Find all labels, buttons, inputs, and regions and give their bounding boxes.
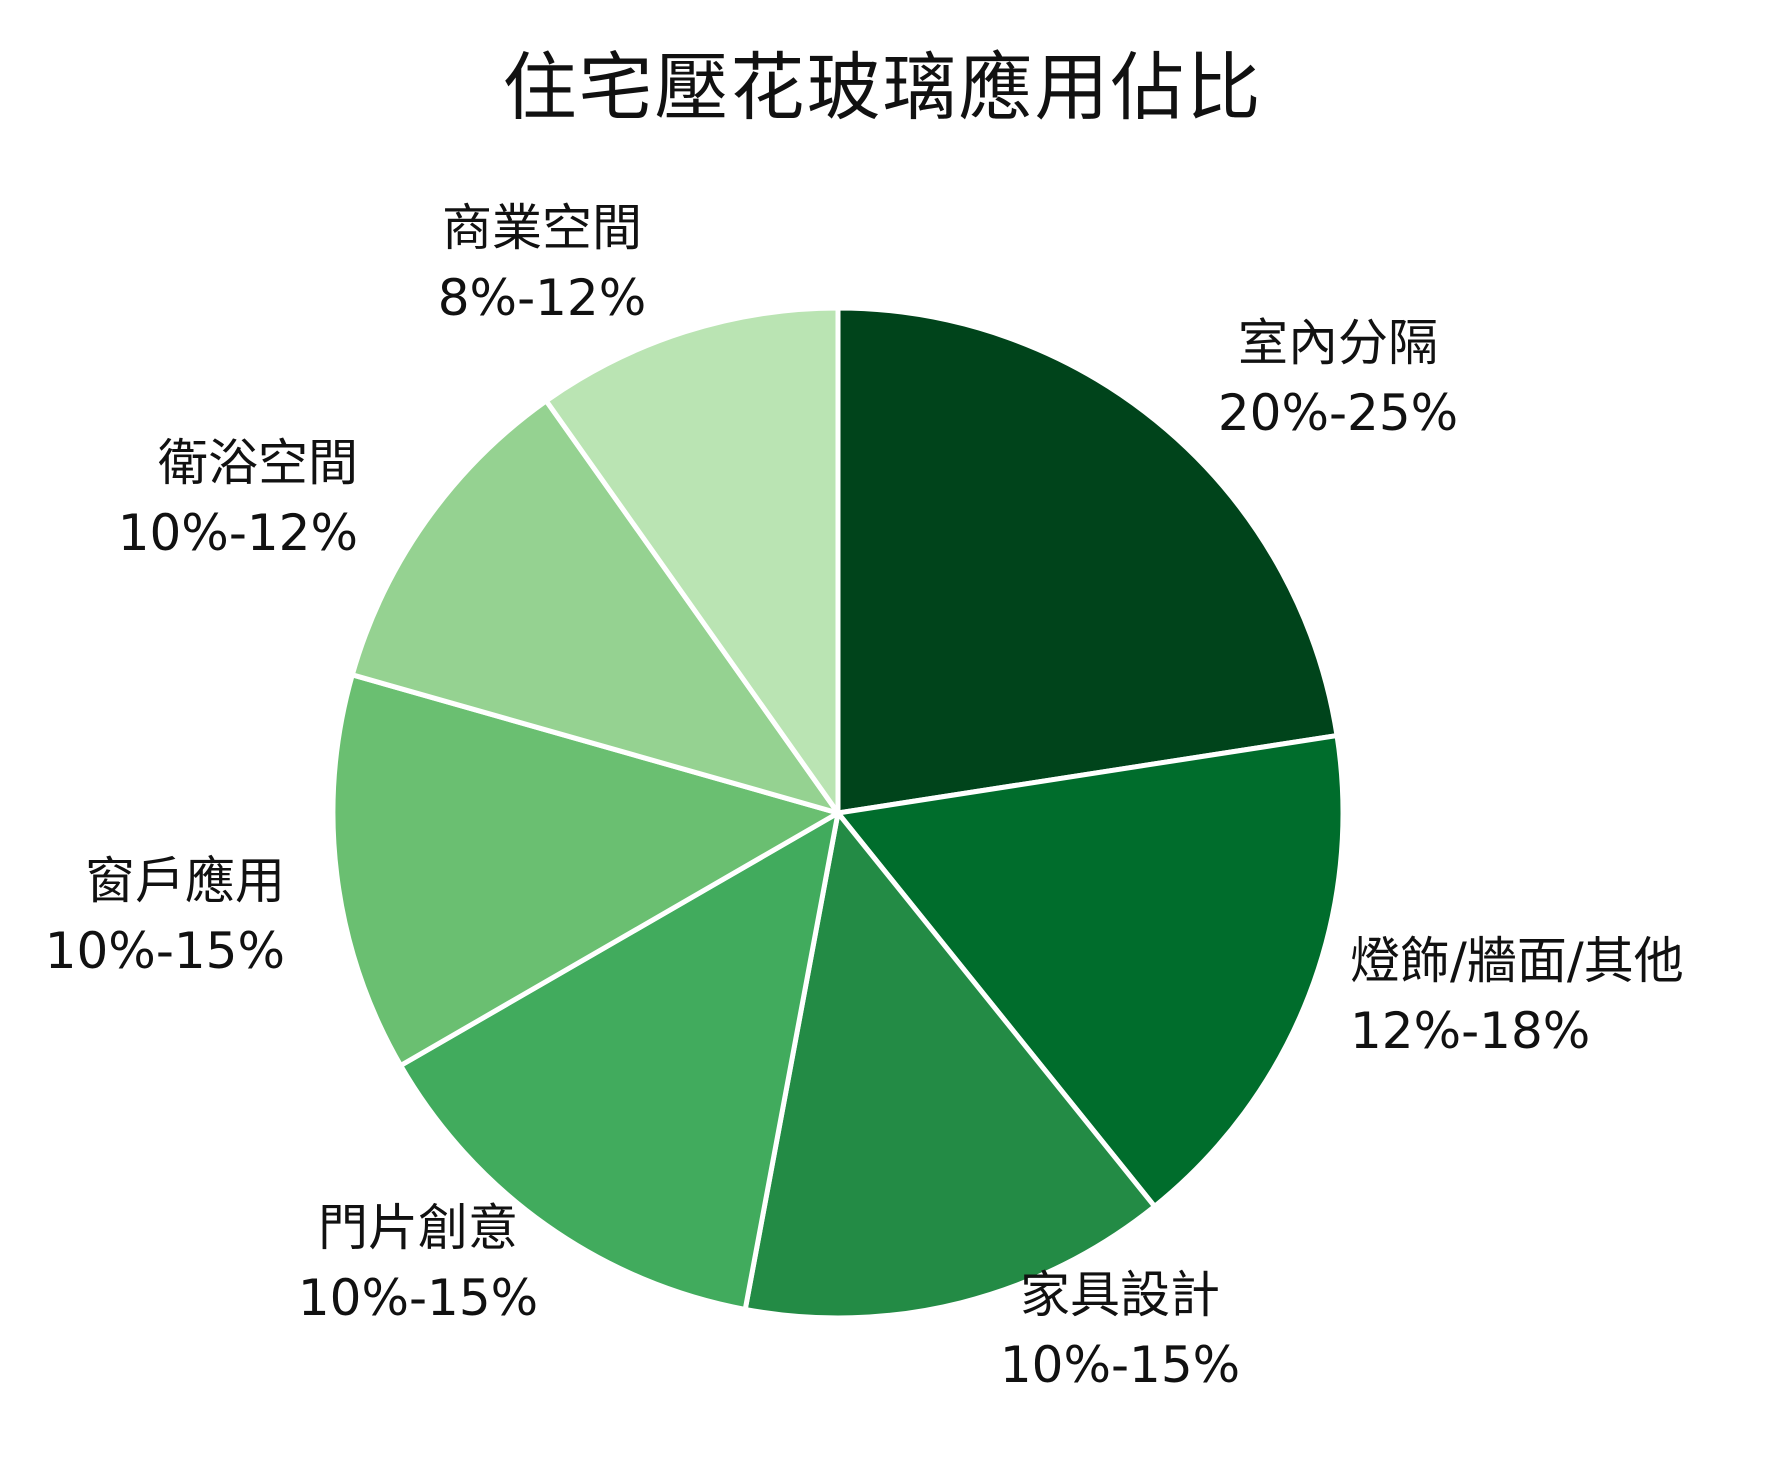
slice-name-label: 燈飾/牆面/其他 <box>1350 932 1684 990</box>
pie-slice <box>835 305 1340 816</box>
slice-name-label: 門片創意 <box>318 1199 518 1257</box>
slice-range-label: 10%-15% <box>1000 1336 1240 1394</box>
slice-name-label: 家具設計 <box>1020 1266 1220 1324</box>
slice-name-label: 商業空間 <box>442 199 642 257</box>
slice-range-label: 10%-12% <box>118 504 358 562</box>
pie-slice <box>742 810 1158 1321</box>
pie-slice <box>349 398 841 816</box>
chart-title: 住宅壓花玻璃應用佔比 <box>502 45 1263 131</box>
slice-range-label: 20%-25% <box>1218 384 1458 442</box>
slice-name-label: 衛浴空間 <box>158 434 358 492</box>
pie-slice <box>398 810 841 1312</box>
slice-range-label: 8%-12% <box>438 269 647 327</box>
slice-range-label: 10%-15% <box>45 922 285 980</box>
slice-range-label: 12%-18% <box>1350 1002 1590 1060</box>
pie-slice <box>330 672 841 1068</box>
slice-range-label: 10%-15% <box>298 1269 538 1327</box>
pie-slice <box>835 733 1346 1209</box>
slice-name-label: 室內分隔 <box>1238 314 1438 372</box>
pie-slice <box>543 305 841 816</box>
slice-name-label: 窗戶應用 <box>85 852 285 910</box>
